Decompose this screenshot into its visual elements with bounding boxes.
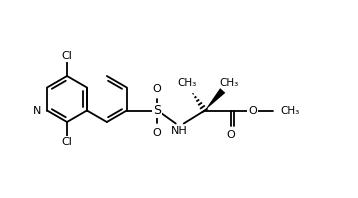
Text: N: N [33, 106, 41, 115]
Text: O: O [153, 128, 161, 137]
Text: Cl: Cl [62, 137, 72, 147]
Text: S: S [153, 104, 161, 117]
Text: O: O [226, 129, 235, 140]
Text: Cl: Cl [62, 51, 72, 61]
Text: O: O [153, 84, 161, 93]
Text: CH₃: CH₃ [219, 77, 238, 88]
Text: CH₃: CH₃ [177, 77, 197, 88]
Text: O: O [248, 106, 257, 115]
Polygon shape [205, 88, 225, 110]
Text: NH: NH [170, 127, 187, 136]
Text: CH₃: CH₃ [281, 106, 300, 115]
